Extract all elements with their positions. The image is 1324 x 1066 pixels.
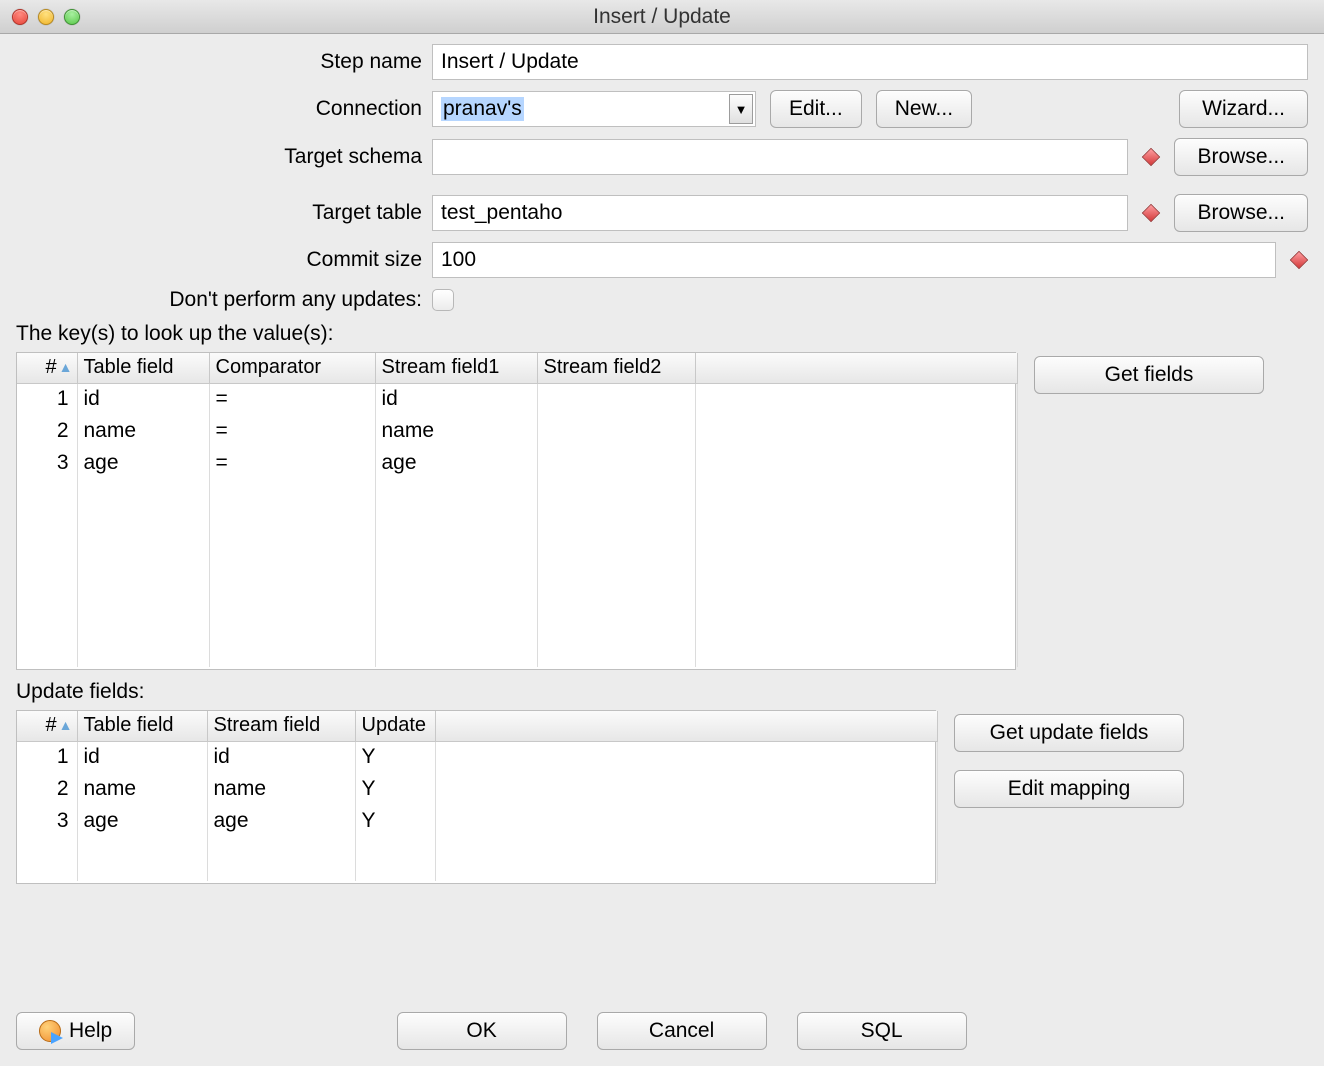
step-name-input[interactable] [432,44,1308,80]
connection-label: Connection [16,97,432,121]
updates-col-table-field[interactable]: Table field [77,711,207,741]
updates-table[interactable]: #▲ Table field Stream field Update 1idid… [16,710,936,884]
keys-section-label: The key(s) to look up the value(s): [16,322,1308,346]
keys-table[interactable]: #▲ Table field Comparator Stream field1 … [16,352,1016,670]
form-area: Step name Connection pranav's ▼ Edit... … [16,44,1308,312]
target-schema-label: Target schema [16,145,432,169]
table-row[interactable]: 1ididY [17,741,937,773]
connection-value: pranav's [441,97,524,121]
keys-col-sf1[interactable]: Stream field1 [375,353,537,383]
target-table-input[interactable] [432,195,1128,231]
updates-col-num[interactable]: #▲ [17,711,77,741]
sql-button[interactable]: SQL [797,1012,967,1050]
keys-col-num[interactable]: #▲ [17,353,77,383]
browse-table-button[interactable]: Browse... [1174,194,1308,232]
sort-asc-icon: ▲ [59,717,73,733]
commit-size-input[interactable] [432,242,1276,278]
commit-size-label: Commit size [16,248,432,272]
updates-col-blank [435,711,937,741]
updates-col-update[interactable]: Update [355,711,435,741]
get-update-fields-button[interactable]: Get update fields [954,714,1184,752]
new-connection-button[interactable]: New... [876,90,972,128]
step-name-label: Step name [16,50,432,74]
sort-asc-icon: ▲ [59,359,73,375]
wizard-button[interactable]: Wizard... [1179,90,1308,128]
chevron-down-icon[interactable]: ▼ [729,94,753,124]
no-updates-checkbox[interactable] [432,289,454,311]
cancel-button[interactable]: Cancel [597,1012,767,1050]
get-fields-button[interactable]: Get fields [1034,356,1264,394]
window-titlebar: Insert / Update [0,0,1324,34]
keys-col-comparator[interactable]: Comparator [209,353,375,383]
table-row[interactable]: 2namenameY [17,773,937,805]
ok-button[interactable]: OK [397,1012,567,1050]
target-table-label: Target table [16,201,432,225]
variable-icon[interactable] [1142,148,1160,166]
updates-col-stream-field[interactable]: Stream field [207,711,355,741]
table-row[interactable]: 2name=name [17,415,1017,447]
help-icon [39,1020,61,1042]
variable-icon[interactable] [1142,204,1160,222]
updates-section-label: Update fields: [16,680,1308,704]
target-schema-input[interactable] [432,139,1128,175]
edit-mapping-button[interactable]: Edit mapping [954,770,1184,808]
edit-connection-button[interactable]: Edit... [770,90,862,128]
table-row[interactable]: 1id=id [17,383,1017,415]
connection-select[interactable]: pranav's ▼ [432,91,756,127]
table-row[interactable]: 3age=age [17,447,1017,479]
no-updates-label: Don't perform any updates: [16,288,432,312]
bottom-bar: Help OK Cancel SQL [16,1012,1308,1050]
browse-schema-button[interactable]: Browse... [1174,138,1308,176]
variable-icon[interactable] [1290,251,1308,269]
keys-col-blank [695,353,1017,383]
keys-col-sf2[interactable]: Stream field2 [537,353,695,383]
keys-col-table-field[interactable]: Table field [77,353,209,383]
table-row[interactable]: 3ageageY [17,805,937,837]
window-title: Insert / Update [0,5,1324,29]
